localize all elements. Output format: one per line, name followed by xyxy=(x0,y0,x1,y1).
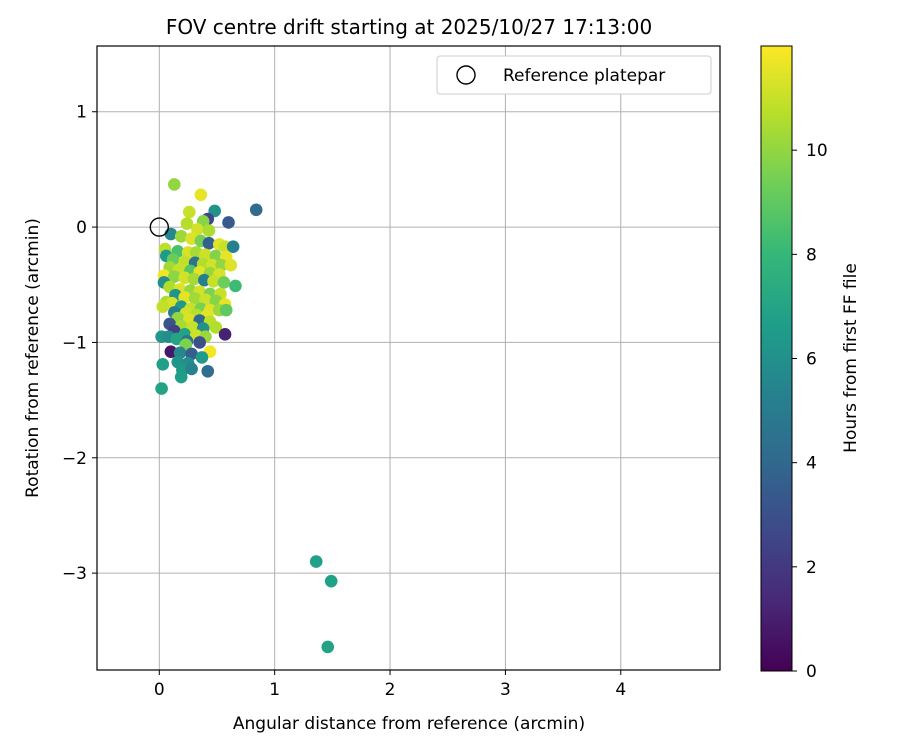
data-point xyxy=(217,276,231,289)
data-point xyxy=(194,188,208,202)
chart-title: FOV centre drift starting at 2025/10/27 … xyxy=(166,15,652,39)
colorbar-tick-label: 10 xyxy=(806,141,828,161)
x-tick-label: 1 xyxy=(269,680,280,700)
colorbar-gradient xyxy=(760,45,793,672)
data-point xyxy=(187,272,201,286)
y-tick-label: 1 xyxy=(76,103,87,123)
colorbar-tick-label: 4 xyxy=(806,454,817,474)
colorbar-tick-label: 6 xyxy=(806,350,817,370)
data-point xyxy=(324,574,338,588)
x-tick-label: 3 xyxy=(500,680,511,700)
y-axis-ticks: 1 0 −1 −2 −3 xyxy=(62,103,97,584)
colorbar-tick-label: 0 xyxy=(806,662,817,682)
data-point xyxy=(201,364,215,378)
x-tick-label: 4 xyxy=(615,680,626,700)
data-point xyxy=(170,332,183,346)
plot-frame xyxy=(96,45,721,671)
data-point xyxy=(222,216,235,229)
data-point xyxy=(224,258,238,272)
colorbar-tick-label: 8 xyxy=(806,245,817,265)
x-tick-label: 0 xyxy=(154,680,165,700)
y-tick-label: 0 xyxy=(76,218,87,238)
data-point xyxy=(219,303,233,317)
legend-box xyxy=(436,55,712,95)
data-point xyxy=(195,351,209,364)
data-point xyxy=(164,345,178,358)
colorbar-tick-label: 2 xyxy=(806,558,817,578)
y-axis-label: Rotation from reference (arcmin) xyxy=(23,218,43,498)
data-point xyxy=(185,362,198,376)
reference-platepar-marker xyxy=(149,217,170,237)
x-axis-ticks: 0 1 2 3 4 xyxy=(154,670,626,700)
x-axis-label: Angular distance from reference (arcmin) xyxy=(233,714,585,734)
data-point xyxy=(309,555,323,568)
data-point xyxy=(178,271,191,285)
data-points xyxy=(155,178,338,654)
data-point xyxy=(207,274,220,288)
colorbar: 0 2 4 6 8 10 Hours from first FF file xyxy=(760,45,861,682)
data-point xyxy=(156,300,170,313)
data-point xyxy=(226,240,240,253)
plot-area xyxy=(96,45,721,671)
data-point xyxy=(174,370,188,384)
data-point xyxy=(191,223,204,236)
colorbar-label: Hours from first FF file xyxy=(841,263,861,453)
colorbar-ticks: 0 2 4 6 8 10 xyxy=(792,141,828,682)
legend-label-reference: Reference platepar xyxy=(503,66,665,86)
data-point xyxy=(202,236,216,250)
x-tick-label: 2 xyxy=(385,680,396,700)
data-point xyxy=(188,292,202,305)
y-tick-label: −1 xyxy=(62,333,87,353)
legend: Reference platepar xyxy=(436,55,712,95)
data-point xyxy=(249,203,263,217)
legend-reference-marker xyxy=(456,65,476,85)
data-point xyxy=(229,279,242,293)
data-point xyxy=(321,640,335,654)
y-tick-label: −3 xyxy=(62,564,87,584)
data-point xyxy=(167,178,181,191)
data-point xyxy=(209,321,223,334)
data-point xyxy=(167,270,181,283)
data-point xyxy=(156,358,170,371)
data-point xyxy=(193,336,206,349)
y-tick-label: −2 xyxy=(62,449,87,469)
data-point xyxy=(182,205,196,219)
data-point xyxy=(180,217,194,230)
data-point xyxy=(218,328,232,341)
data-point xyxy=(197,273,211,287)
data-point xyxy=(155,382,168,395)
data-point xyxy=(164,227,178,241)
data-point xyxy=(202,224,216,237)
data-point xyxy=(174,230,188,243)
